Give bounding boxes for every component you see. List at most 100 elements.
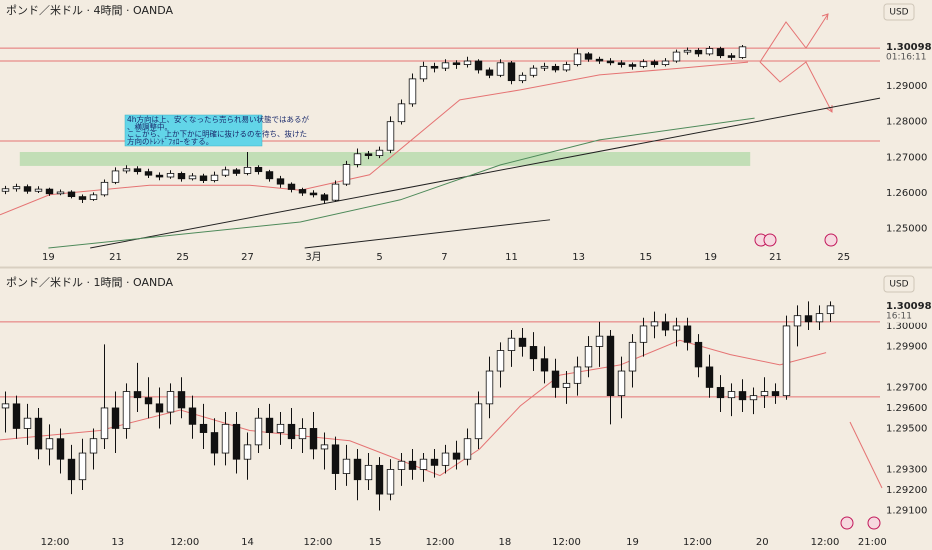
candle-body: [67, 458, 76, 481]
candle-body: [155, 403, 164, 413]
x-tick-label: 12:00: [811, 537, 840, 548]
event-icon[interactable]: [824, 233, 838, 247]
x-tick-label: 27: [241, 252, 254, 263]
candle-body: [562, 64, 571, 71]
candle-body: [540, 358, 549, 372]
last-price-label: 1.30098: [886, 301, 932, 312]
candle-body: [100, 407, 109, 440]
x-tick-label: 25: [176, 252, 189, 263]
candle-body: [760, 391, 769, 397]
candle-body: [474, 403, 483, 440]
candle-body: [133, 391, 142, 399]
candle-body: [166, 391, 175, 413]
candle-body: [397, 460, 406, 470]
x-tick-label: 12:00: [426, 537, 455, 548]
currency-box: [883, 3, 915, 21]
moving-average: [48, 117, 755, 249]
y-tick-label: 1.29700: [886, 382, 927, 393]
candle-body: [45, 188, 54, 195]
candle-body: [408, 460, 417, 470]
candle-body: [562, 382, 571, 388]
pane: 1.30000 1.29900 1.29700 1.29600 1.29500 1.293…: [0, 275, 932, 548]
candle-body: [518, 337, 527, 347]
x-tick-label: 14: [241, 537, 254, 548]
candle-body: [518, 74, 527, 82]
x-tick-label: 18: [499, 537, 512, 548]
candle-body: [661, 321, 670, 331]
candle-body: [276, 178, 285, 185]
candle-body: [199, 175, 208, 181]
candle-body: [628, 341, 637, 372]
candle-body: [705, 48, 714, 55]
candle-body: [298, 428, 307, 440]
candle-body: [111, 407, 120, 429]
x-tick-label: 12:00: [683, 537, 712, 548]
candle-body: [694, 341, 703, 368]
candle-body: [639, 325, 648, 343]
candle-body: [265, 171, 274, 180]
arrow-up: [759, 13, 829, 63]
x-tick-label: 12:00: [303, 537, 332, 548]
candle-body: [133, 168, 142, 173]
y-tick-label: 1.29000: [886, 81, 927, 92]
projection-arrows: [759, 13, 883, 489]
candle-body: [56, 191, 65, 195]
candle-body: [122, 168, 131, 172]
x-tick-label: 25: [837, 252, 850, 263]
candle-body: [386, 121, 395, 151]
y-tick-label: 1.29200: [886, 485, 927, 496]
event-icon[interactable]: [840, 516, 854, 530]
x-tick-label: 12:00: [170, 537, 199, 548]
candle-body: [540, 65, 549, 69]
candle-body: [485, 370, 494, 405]
trend-line: [90, 97, 881, 249]
annotation-text: ここから、上か下かに明確に抜けるのを待ち、抜けた: [127, 129, 307, 139]
candle-body: [606, 60, 615, 64]
candle-body: [34, 188, 43, 192]
x-tick-label: 12:00: [552, 537, 581, 548]
candle-body: [573, 366, 582, 384]
candle-body: [375, 464, 384, 495]
candle-body: [89, 438, 98, 454]
arrow-down: [849, 421, 883, 489]
candle-body: [793, 315, 802, 327]
event-icons: [754, 233, 881, 530]
y-tick-label: 1.29500: [886, 423, 927, 434]
candle-body: [56, 438, 65, 460]
candle-body: [419, 458, 428, 470]
price-label-box: [881, 298, 931, 323]
price-label-box: [881, 39, 931, 64]
arrow-down: [759, 61, 833, 113]
candle-body: [122, 391, 131, 429]
y-tick-label: 1.27000: [886, 152, 927, 163]
candle-body: [276, 423, 285, 433]
event-icon[interactable]: [763, 233, 777, 247]
candle-body: [650, 61, 659, 65]
x-tick-label: 13: [111, 537, 124, 548]
y-tick-label: 1.29900: [886, 341, 927, 352]
candle-body: [78, 196, 87, 200]
candle-body: [210, 432, 219, 454]
candle-body: [78, 452, 87, 481]
y-tick-label: 1.29300: [886, 464, 927, 475]
event-icon[interactable]: [867, 516, 881, 530]
candle-body: [12, 186, 21, 190]
candle-body: [529, 346, 538, 360]
candle-body: [1, 188, 10, 192]
candle-body: [694, 49, 703, 55]
candle-body: [155, 174, 164, 178]
x-tick-label: 11: [505, 252, 518, 263]
candle-body: [331, 183, 340, 201]
trend-line: [304, 219, 551, 249]
candle-body: [430, 458, 439, 466]
arrow-head: [821, 13, 829, 21]
annotation-text: 方向のﾄﾚﾝﾄﾞﾌｫﾛｰをする。: [127, 136, 213, 146]
candle-body: [364, 153, 373, 156]
annotation-box: [124, 114, 263, 147]
candle-body: [441, 62, 450, 69]
candle-body: [221, 169, 230, 176]
candle-body: [452, 452, 461, 460]
y-tick-label: 1.29100: [886, 505, 927, 516]
candle-body: [727, 391, 736, 399]
